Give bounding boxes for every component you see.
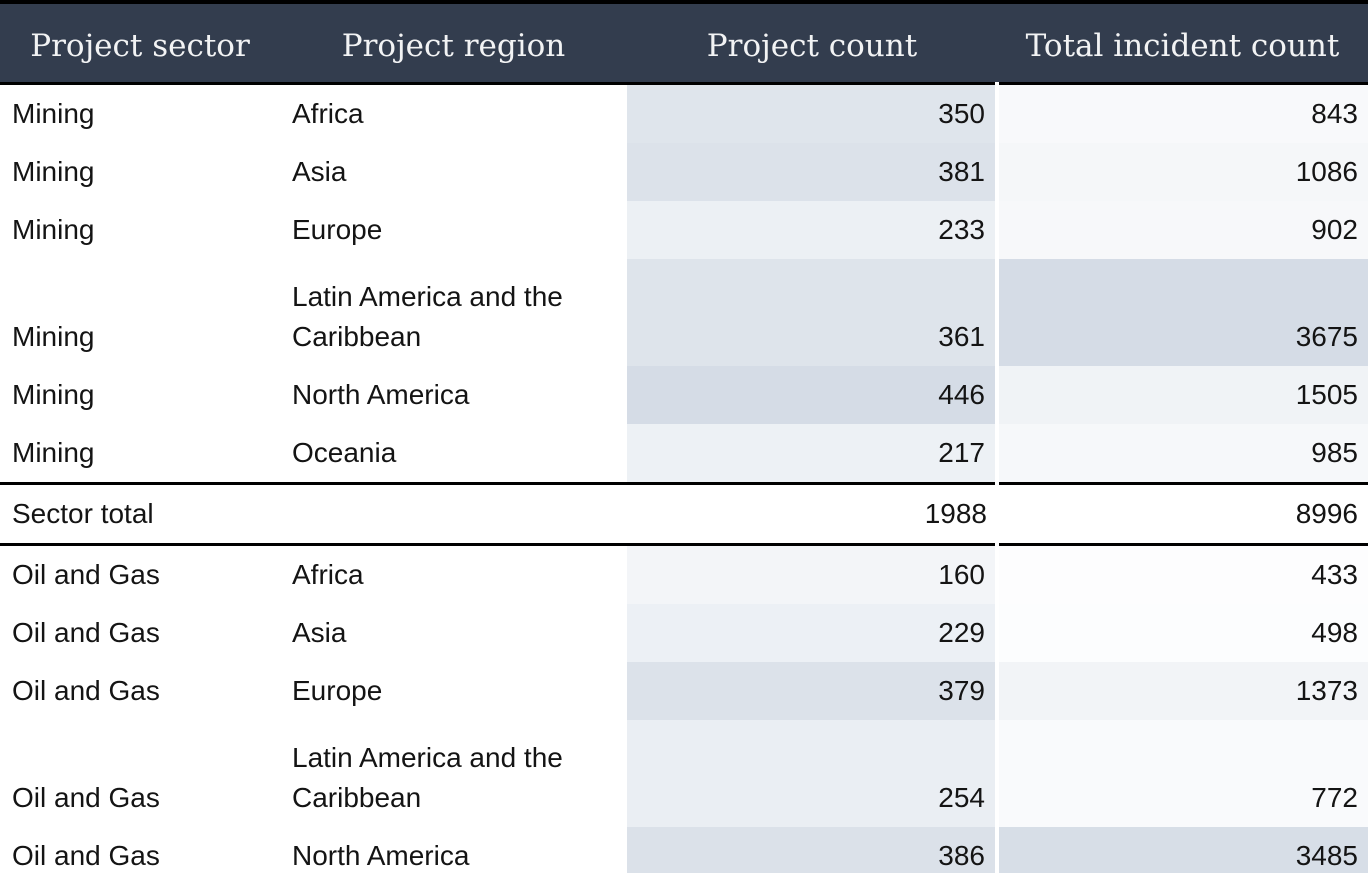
project-count-cell: 160 [627, 544, 997, 604]
incident-count-cell: 433 [995, 544, 1368, 604]
sector-cell: Mining [12, 379, 95, 410]
sector-cell: Mining [12, 437, 95, 468]
region-cell: Oceania [292, 437, 397, 468]
table-row: Oil and Gas Africa 160 433 [0, 544, 1368, 604]
col-header-total-incident-count: Total incident count [997, 2, 1368, 85]
sector-cell: Mining [12, 321, 95, 352]
table-row: Oil and Gas Latin America and the Caribbe… [0, 720, 1368, 827]
project-count-cell: 350 [627, 83, 997, 143]
incident-count-cell: 3675 [995, 259, 1368, 366]
sector-cell: Oil and Gas [12, 617, 160, 648]
project-count-cell: 254 [627, 720, 997, 827]
region-cell: Africa [292, 559, 364, 590]
sector-cell: Oil and Gas [12, 782, 160, 813]
table-row: Mining Asia 381 1086 [0, 143, 1368, 201]
incident-count-cell: 902 [995, 201, 1368, 259]
table-header: Project sector Project region Project co… [0, 2, 1368, 85]
col-header-project-count: Project count [627, 2, 997, 85]
region-cell: Asia [292, 156, 347, 187]
col-header-project-sector: Project sector [0, 2, 280, 85]
sector-cell: Oil and Gas [12, 840, 160, 871]
incident-count-cell: 843 [995, 83, 1368, 143]
sector-total-project-count: 1988 [627, 482, 997, 546]
table-row: Mining Europe 233 902 [0, 201, 1368, 259]
sector-total-incident-count: 8996 [997, 482, 1368, 546]
project-count-cell: 446 [627, 366, 997, 424]
project-count-cell: 379 [627, 662, 997, 720]
sector-cell: Oil and Gas [12, 559, 160, 590]
project-count-cell: 229 [627, 604, 997, 662]
table-row: Mining Latin America and the Caribbean 361… [0, 259, 1368, 366]
header-row: Project sector Project region Project co… [0, 2, 1368, 85]
region-cell: Latin America and the Caribbean [292, 742, 563, 813]
incident-count-cell: 1505 [995, 366, 1368, 424]
region-cell: Europe [292, 675, 383, 706]
sector-total-label: Sector total [0, 482, 627, 546]
project-count-cell: 381 [627, 143, 997, 201]
project-count-cell: 361 [627, 259, 997, 366]
col-header-project-region: Project region [280, 2, 627, 85]
incident-count-cell: 985 [995, 424, 1368, 484]
table-row: Oil and Gas North America 386 3485 [0, 827, 1368, 873]
region-cell: Latin America and the Caribbean [292, 281, 563, 352]
table-row: Mining North America 446 1505 [0, 366, 1368, 424]
incident-count-cell: 772 [995, 720, 1368, 827]
sector-cell: Mining [12, 98, 95, 129]
table-row: Mining Africa 350 843 [0, 83, 1368, 143]
sector-cell: Mining [12, 156, 95, 187]
table-row: Oil and Gas Europe 379 1373 [0, 662, 1368, 720]
table-row: Oil and Gas Asia 229 498 [0, 604, 1368, 662]
project-count-cell: 233 [627, 201, 997, 259]
region-cell: Europe [292, 214, 383, 245]
incident-count-cell: 498 [995, 604, 1368, 662]
region-cell: Africa [292, 98, 364, 129]
project-count-cell: 217 [627, 424, 997, 484]
incident-count-cell: 1373 [995, 662, 1368, 720]
sector-cell: Oil and Gas [12, 675, 160, 706]
incident-count-cell: 3485 [995, 827, 1368, 873]
sector-cell: Mining [12, 214, 95, 245]
table-row: Mining Oceania 217 985 [0, 424, 1368, 484]
region-cell: North America [292, 840, 470, 871]
project-count-cell: 386 [627, 827, 997, 873]
sector-total-row: Sector total 1988 8996 [0, 482, 1368, 546]
region-cell: Asia [292, 617, 347, 648]
table-body: Mining Africa 350 843 Mining Asia 381 1086 Minin… [0, 83, 1368, 873]
incident-count-cell: 1086 [995, 143, 1368, 201]
region-cell: North America [292, 379, 470, 410]
